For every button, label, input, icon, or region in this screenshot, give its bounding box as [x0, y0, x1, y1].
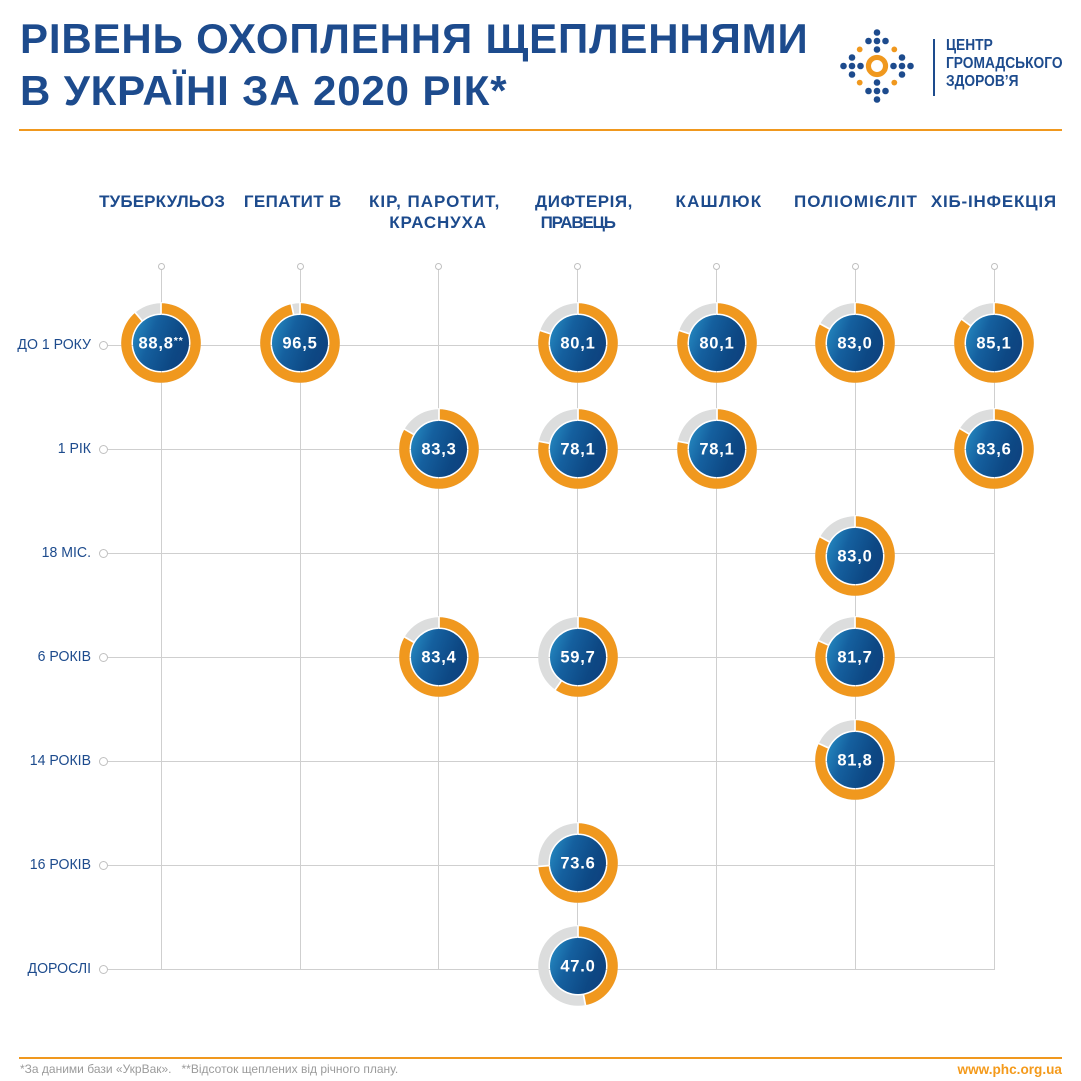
- svg-text:83,4: 83,4: [421, 649, 456, 667]
- svg-text:85,1: 85,1: [977, 335, 1012, 353]
- svg-text:88,8**: 88,8**: [139, 335, 184, 353]
- svg-text:80,1: 80,1: [699, 335, 734, 353]
- svg-text:73.6: 73.6: [560, 854, 595, 872]
- svg-text:80,1: 80,1: [560, 335, 595, 353]
- svg-text:83,0: 83,0: [838, 548, 873, 566]
- svg-text:47.0: 47.0: [560, 958, 595, 976]
- svg-text:78,1: 78,1: [699, 440, 734, 458]
- svg-text:81,8: 81,8: [838, 752, 873, 770]
- svg-text:96,5: 96,5: [282, 335, 317, 353]
- svg-text:59,7: 59,7: [560, 649, 595, 667]
- svg-text:83,0: 83,0: [838, 335, 873, 353]
- svg-text:78,1: 78,1: [560, 440, 595, 458]
- svg-text:83,3: 83,3: [421, 440, 456, 458]
- svg-text:83,6: 83,6: [977, 440, 1012, 458]
- svg-text:81,7: 81,7: [838, 649, 873, 667]
